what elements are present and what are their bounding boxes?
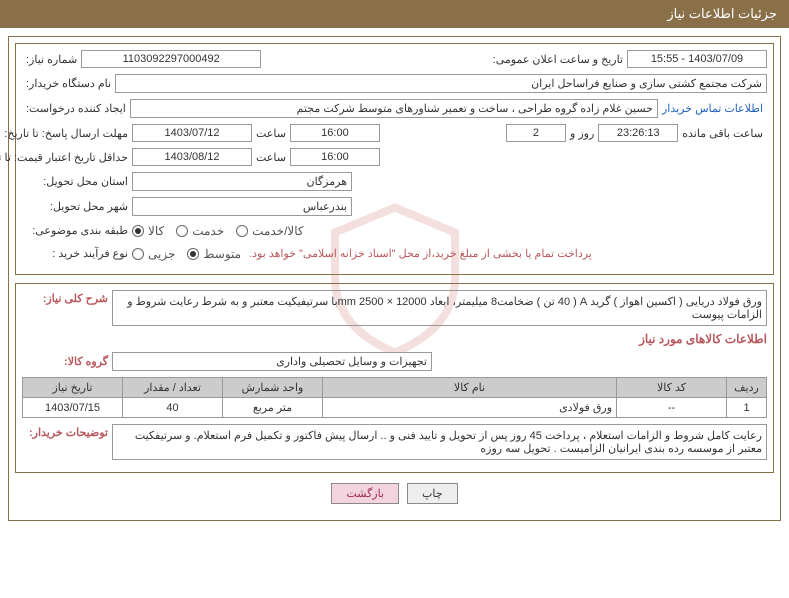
requester-label: ایجاد کننده درخواست: (22, 100, 130, 117)
time-label-1: ساعت (252, 125, 290, 142)
province-label: استان محل تحویل: (22, 173, 132, 190)
td-unit: متر مربع (223, 398, 323, 418)
need-no-label: شماره نیاز: (22, 51, 81, 68)
buyer-notes-label: توضیحات خریدار: (22, 424, 112, 441)
radio-partial[interactable]: جزیی (132, 247, 175, 261)
goods-section-title: اطلاعات کالاهای مورد نیاز (22, 332, 767, 346)
button-row: چاپ بازگشت (15, 483, 774, 504)
td-code: -- (617, 398, 727, 418)
th-unit: واحد شمارش (223, 378, 323, 398)
radio-goods[interactable]: کالا (132, 224, 164, 238)
requester-field: حسین غلام زاده گروه طراحی ، ساخت و تعمیر… (130, 99, 658, 118)
desc-title-label: شرح کلی نیاز: (22, 290, 112, 307)
content-wrap: شماره نیاز: 1103092297000492 تاریخ و ساع… (8, 36, 781, 521)
valid-until-date: 1403/08/12 (132, 148, 252, 166)
th-qty: تعداد / مقدار (123, 378, 223, 398)
deadline-reply-label: مهلت ارسال پاسخ: تا تاریخ: (22, 125, 132, 142)
need-no-field: 1103092297000492 (81, 50, 261, 68)
deadline-reply-time: 16:00 (290, 124, 380, 142)
th-row: ردیف (727, 378, 767, 398)
province-field: هرمزگان (132, 172, 352, 191)
city-label: شهر محل تحویل: (22, 198, 132, 215)
buyer-notes-text: رعایت کامل شروط و الزامات استعلام ، پردا… (112, 424, 767, 460)
print-button[interactable]: چاپ (407, 483, 458, 504)
days-field: 2 (506, 124, 566, 142)
td-date: 1403/07/15 (23, 398, 123, 418)
buyer-field: شرکت مجتمع کشتی سازی و صنایع فراساحل ایر… (115, 74, 767, 93)
time-label-2: ساعت (252, 149, 290, 166)
radio-dot-icon (176, 225, 188, 237)
back-button[interactable]: بازگشت (331, 483, 399, 504)
payment-note: پرداخت تمام یا بخشی از مبلغ خرید،از محل … (249, 247, 592, 260)
goods-table: ردیف کد کالا نام کالا واحد شمارش تعداد /… (22, 377, 767, 418)
process-radios: جزیی متوسط (132, 247, 241, 261)
radio-dot-icon (187, 248, 199, 260)
th-date: تاریخ نیاز (23, 378, 123, 398)
valid-until-time: 16:00 (290, 148, 380, 166)
page-header: جزئیات اطلاعات نیاز (0, 0, 789, 28)
contact-link[interactable]: اطلاعات تماس خریدار (658, 100, 767, 117)
td-row: 1 (727, 398, 767, 418)
table-row: 1 -- ورق فولادی متر مربع 40 1403/07/15 (23, 398, 767, 418)
td-qty: 40 (123, 398, 223, 418)
city-field: بندرعباس (132, 197, 352, 216)
process-label: نوع فرآیند خرید : (22, 245, 132, 262)
valid-until-label: حداقل تاریخ اعتبار قیمت: تا تاریخ: (22, 149, 132, 166)
countdown-field: 23:26:13 (598, 124, 678, 142)
radio-service[interactable]: خدمت (176, 224, 224, 238)
desc-box: شرح کلی نیاز: ورق فولاد دریایی ( اکسین ا… (15, 283, 774, 473)
category-radios: کالا خدمت کالا/خدمت (132, 224, 304, 238)
radio-dot-icon (236, 225, 248, 237)
announce-label: تاریخ و ساعت اعلان عمومی: (489, 51, 627, 68)
radio-goods-service[interactable]: کالا/خدمت (236, 224, 303, 238)
group-field: تجهیزات و وسایل تحصیلی واداری (112, 352, 432, 371)
th-name: نام کالا (323, 378, 617, 398)
days-and-label: روز و (566, 125, 598, 142)
page-title: جزئیات اطلاعات نیاز (667, 6, 777, 21)
radio-dot-icon (132, 248, 144, 260)
countdown-tail: ساعت باقی مانده (678, 125, 767, 142)
info-box: شماره نیاز: 1103092297000492 تاریخ و ساع… (15, 43, 774, 275)
buyer-label: نام دستگاه خریدار: (22, 75, 115, 92)
td-name: ورق فولادی (323, 398, 617, 418)
radio-dot-icon (132, 225, 144, 237)
group-label: گروه کالا: (22, 353, 112, 370)
desc-text: ورق فولاد دریایی ( اکسین اهواز ) گرید A … (112, 290, 767, 326)
announce-field: 1403/07/09 - 15:55 (627, 50, 767, 68)
radio-medium[interactable]: متوسط (187, 247, 241, 261)
deadline-reply-date: 1403/07/12 (132, 124, 252, 142)
th-code: کد کالا (617, 378, 727, 398)
category-label: طبقه بندی موضوعی: (22, 222, 132, 239)
